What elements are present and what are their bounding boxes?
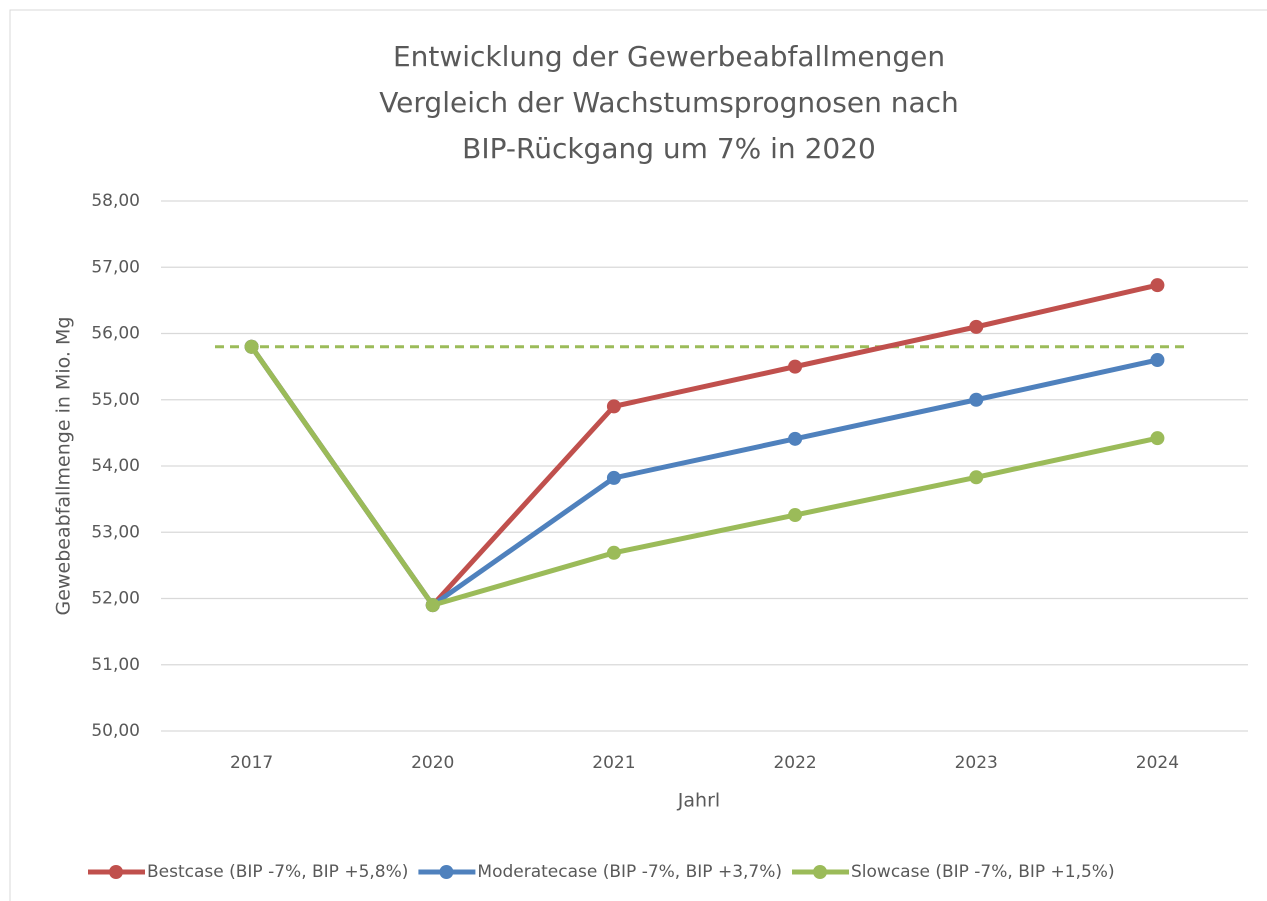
- x-tick-label: 2017: [230, 753, 273, 773]
- data-point: [1150, 353, 1165, 367]
- legend-marker: [109, 865, 123, 879]
- legend-marker: [813, 865, 828, 879]
- y-tick-label: 52,00: [91, 589, 140, 609]
- x-tick-label: 2020: [411, 753, 454, 773]
- series-line: [249, 345, 1158, 608]
- data-point: [969, 392, 984, 407]
- y-tick-label: 51,00: [91, 655, 140, 675]
- y-axis-label: Gewebeabfallmenge in Mio. Mg: [53, 317, 75, 616]
- data-point: [788, 431, 803, 446]
- y-tick-label: 56,00: [91, 324, 140, 344]
- data-point: [969, 470, 984, 485]
- y-tick-label: 54,00: [91, 456, 140, 476]
- data-point: [1150, 431, 1165, 446]
- data-point: [788, 508, 803, 523]
- data-point: [425, 598, 440, 613]
- y-tick-label: 53,00: [91, 522, 140, 542]
- x-tick-label: 2021: [592, 753, 635, 773]
- data-point: [1150, 278, 1165, 293]
- data-point: [606, 470, 621, 485]
- y-tick-label: 57,00: [91, 257, 140, 277]
- data-point: [606, 399, 621, 414]
- legend-label: Bestcase (BIP -7%, BIP +5,8%): [147, 862, 408, 882]
- chart-title: BIP-Rückgang um 7% in 2020: [462, 132, 876, 165]
- y-tick-label: 58,00: [91, 191, 140, 211]
- y-tick-label: 55,00: [91, 390, 140, 410]
- chart-frame: [9, 9, 1267, 901]
- x-tick-label: 2024: [1136, 753, 1179, 773]
- y-tick-label: 50,00: [91, 721, 140, 741]
- data-point: [969, 319, 984, 334]
- legend-label: Moderatecase (BIP -7%, BIP +3,7%): [477, 862, 782, 882]
- x-tick-label: 2023: [955, 753, 998, 773]
- legend-label: Slowcase (BIP -7%, BIP +1,5%): [851, 862, 1115, 882]
- data-point: [606, 545, 621, 560]
- x-tick-label: 2022: [773, 753, 816, 773]
- data-point: [788, 359, 803, 374]
- data-point: [244, 339, 259, 354]
- chart-title: Entwicklung der Gewerbeabfallmengen: [393, 40, 945, 73]
- x-axis-label: Jahrl: [677, 790, 720, 812]
- legend-marker: [439, 865, 454, 879]
- chart-title: Vergleich der Wachstumsprognosen nach: [379, 86, 959, 119]
